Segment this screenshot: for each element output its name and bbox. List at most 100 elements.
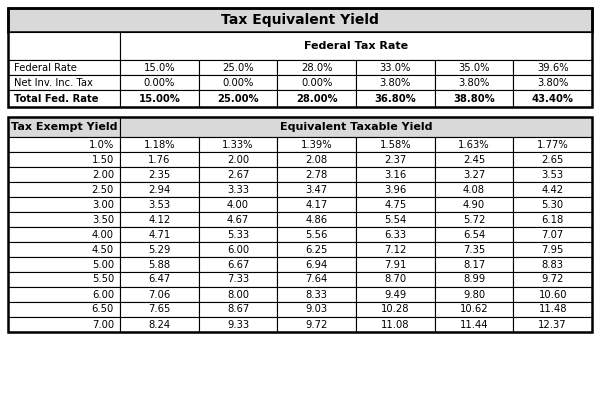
Text: 3.27: 3.27 <box>463 169 485 179</box>
Bar <box>514 197 592 212</box>
Text: 1.18%: 1.18% <box>143 140 175 150</box>
Bar <box>8 227 120 242</box>
Bar <box>356 302 434 317</box>
Text: 9.49: 9.49 <box>384 289 406 299</box>
Bar <box>356 227 434 242</box>
Bar <box>514 182 592 197</box>
Text: 7.06: 7.06 <box>148 289 170 299</box>
Bar <box>199 287 277 302</box>
Text: 28.0%: 28.0% <box>301 63 332 73</box>
Bar <box>514 227 592 242</box>
Text: 2.35: 2.35 <box>148 169 170 179</box>
Text: 11.48: 11.48 <box>538 304 567 314</box>
Text: 7.95: 7.95 <box>541 244 564 254</box>
Bar <box>277 317 356 332</box>
Text: 1.76: 1.76 <box>148 155 170 164</box>
Text: 3.53: 3.53 <box>542 169 564 179</box>
Bar <box>356 75 434 90</box>
Bar <box>514 257 592 272</box>
Bar <box>120 167 199 182</box>
Bar <box>120 152 199 167</box>
Text: 7.65: 7.65 <box>148 304 170 314</box>
Bar <box>514 152 592 167</box>
Text: Equivalent Taxable Yield: Equivalent Taxable Yield <box>280 122 432 132</box>
Text: Tax Exempt Yield: Tax Exempt Yield <box>11 122 117 132</box>
Text: 4.67: 4.67 <box>227 214 249 224</box>
Text: 28.00%: 28.00% <box>296 93 337 103</box>
Text: Total Fed. Rate: Total Fed. Rate <box>14 93 98 103</box>
Text: Tax Equivalent Yield: Tax Equivalent Yield <box>221 13 379 27</box>
Text: Federal Rate: Federal Rate <box>14 63 77 73</box>
Text: 2.08: 2.08 <box>305 155 328 164</box>
Bar <box>8 60 120 75</box>
Text: 2.50: 2.50 <box>92 184 114 194</box>
Bar <box>8 75 120 90</box>
Bar <box>120 75 199 90</box>
Text: 4.00: 4.00 <box>92 229 114 239</box>
Bar <box>434 272 514 287</box>
Bar <box>356 182 434 197</box>
Text: 0.00%: 0.00% <box>301 78 332 88</box>
Text: 6.50: 6.50 <box>92 304 114 314</box>
Text: 6.00: 6.00 <box>92 289 114 299</box>
Text: 4.75: 4.75 <box>384 199 406 209</box>
Text: 7.00: 7.00 <box>92 319 114 329</box>
Bar <box>277 90 356 107</box>
Text: 4.50: 4.50 <box>92 244 114 254</box>
Text: 8.83: 8.83 <box>542 259 563 269</box>
Text: 6.94: 6.94 <box>305 259 328 269</box>
Text: 3.33: 3.33 <box>227 184 249 194</box>
Text: 8.00: 8.00 <box>227 289 249 299</box>
Text: Net Inv. Inc. Tax: Net Inv. Inc. Tax <box>14 78 93 88</box>
Text: 3.80%: 3.80% <box>380 78 411 88</box>
Text: 7.64: 7.64 <box>305 274 328 284</box>
Text: 5.56: 5.56 <box>305 229 328 239</box>
Bar <box>356 212 434 227</box>
Text: 35.0%: 35.0% <box>458 63 490 73</box>
Text: 5.29: 5.29 <box>148 244 170 254</box>
Text: 5.88: 5.88 <box>148 259 170 269</box>
Bar <box>434 302 514 317</box>
Bar <box>356 257 434 272</box>
Bar <box>8 8 592 107</box>
Text: 39.6%: 39.6% <box>537 63 568 73</box>
Text: 2.00: 2.00 <box>92 169 114 179</box>
Bar <box>277 257 356 272</box>
Bar <box>514 90 592 107</box>
Bar <box>199 75 277 90</box>
Bar <box>514 272 592 287</box>
Bar <box>199 227 277 242</box>
Text: 3.00: 3.00 <box>92 199 114 209</box>
Text: 9.72: 9.72 <box>305 319 328 329</box>
Bar <box>199 167 277 182</box>
Text: 4.42: 4.42 <box>542 184 564 194</box>
Bar <box>277 227 356 242</box>
Bar <box>356 287 434 302</box>
Bar <box>120 90 199 107</box>
Text: 8.70: 8.70 <box>384 274 406 284</box>
Text: 1.50: 1.50 <box>92 155 114 164</box>
Text: 6.33: 6.33 <box>384 229 406 239</box>
Text: 1.0%: 1.0% <box>89 140 114 150</box>
Text: 8.33: 8.33 <box>305 289 328 299</box>
Bar <box>514 212 592 227</box>
Bar <box>199 317 277 332</box>
Text: 1.58%: 1.58% <box>380 140 411 150</box>
Bar <box>514 75 592 90</box>
Text: 3.80%: 3.80% <box>537 78 568 88</box>
Bar <box>514 287 592 302</box>
Bar <box>8 117 592 332</box>
Bar <box>356 317 434 332</box>
Text: 3.50: 3.50 <box>92 214 114 224</box>
Bar <box>120 272 199 287</box>
Text: 7.33: 7.33 <box>227 274 249 284</box>
Bar <box>277 272 356 287</box>
Bar <box>120 137 199 152</box>
Text: 3.53: 3.53 <box>148 199 170 209</box>
Bar <box>120 302 199 317</box>
Bar <box>277 137 356 152</box>
Text: 12.37: 12.37 <box>538 319 567 329</box>
Text: 5.33: 5.33 <box>227 229 249 239</box>
Text: 10.28: 10.28 <box>381 304 410 314</box>
Bar <box>120 182 199 197</box>
